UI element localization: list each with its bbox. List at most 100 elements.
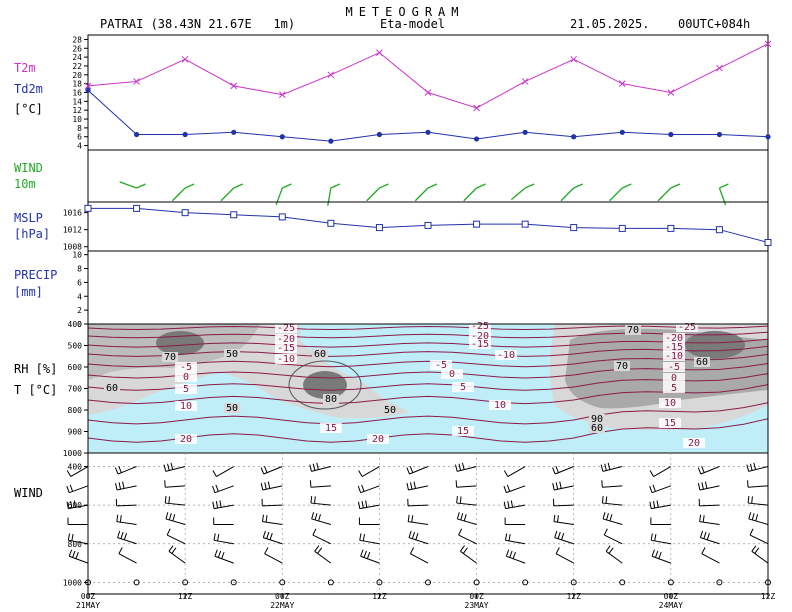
- temp-tick-label: 28: [72, 35, 82, 44]
- wind10-barb-shaft: [560, 187, 575, 202]
- isotherm-label: 20: [372, 434, 384, 445]
- wind-profile-barb-feather: [115, 483, 118, 491]
- wind-profile-barb-feather: [751, 496, 753, 504]
- mslp-point: [618, 224, 626, 232]
- wind-profile-barb-shaft: [408, 537, 429, 545]
- wind-profile-barb-feather: [604, 463, 607, 471]
- wind-profile-barb-feather: [702, 515, 705, 523]
- wind-profile-barb-feather: [458, 463, 462, 471]
- temp-tick-label: 14: [72, 97, 82, 106]
- wind-profile-barb-feather: [318, 514, 321, 522]
- wind-profile-barb-feather: [170, 462, 174, 470]
- wind-profile-barb-shaft: [312, 534, 332, 545]
- temp-tick-label: 10: [72, 115, 82, 124]
- wind-profile-barb-feather: [314, 545, 320, 552]
- t2m-point: [521, 78, 529, 85]
- mslp-panel: 1008 1012 1016: [63, 201, 772, 252]
- wind-profile-barb-feather: [503, 501, 506, 509]
- isotherm-line: [87, 331, 769, 339]
- time-tick-label: 00Z: [664, 592, 679, 601]
- wind-profile-barb-feather: [67, 533, 71, 541]
- wind-profile-barb-feather: [458, 528, 463, 536]
- wind-profile-barb-feather: [408, 530, 412, 538]
- isotherm-labels: -25-20-15-10-505101520-25-20-15-10-50510…: [175, 321, 705, 449]
- wind-profile-barb-feather: [365, 500, 368, 508]
- mslp-unit-label: [hPa]: [14, 227, 50, 241]
- wind-profile-barb-feather: [217, 533, 220, 542]
- wind10-height-label: 10m: [14, 177, 36, 191]
- wind-profile-barb-feather: [658, 551, 662, 559]
- wind-profile-barb-feather: [654, 533, 657, 542]
- temp-unit-label: [°C]: [14, 102, 43, 116]
- wind-profile-barb-shaft: [553, 521, 574, 525]
- wind-profile-barb-feather: [701, 547, 706, 554]
- wind10-barb-shaft: [510, 187, 526, 201]
- wind-profile-barb-feather: [214, 549, 218, 557]
- wind10-panel: [87, 149, 769, 206]
- wind10-barb-feather: [136, 183, 146, 189]
- rh-contour-label: 70: [616, 361, 628, 372]
- wind-profile-barb-feather: [260, 467, 265, 475]
- wind-profile-barb-feather: [263, 465, 268, 473]
- wind-profile-calm: [716, 579, 723, 586]
- wind-profile-frame: [87, 452, 769, 595]
- isotherm-label-bg: [175, 372, 197, 382]
- td2m-point: [376, 131, 383, 138]
- wind-profile-barb-feather: [75, 551, 79, 559]
- wind-profile-barb-feather: [649, 501, 652, 509]
- wind-profile-calm: [230, 579, 237, 586]
- wind-profile-calm: [522, 579, 529, 586]
- wind-profile-barb-shaft: [165, 485, 186, 488]
- rh-tick-label: 600: [68, 363, 83, 372]
- temp-tick-label: 24: [72, 53, 82, 62]
- wind-profile-barb-shaft: [70, 466, 89, 477]
- wind-profile-barb-feather: [753, 462, 757, 470]
- wind-profile-barb-shaft: [116, 521, 137, 525]
- wind-profile-barb-feather: [409, 547, 415, 554]
- td2m-point: [182, 131, 188, 138]
- wind-profile-barb-feather: [69, 484, 74, 492]
- wind10-barb-shaft: [609, 187, 623, 202]
- wind10-barb-feather: [379, 183, 389, 189]
- t2m-label: T2m: [14, 61, 36, 75]
- wind-profile-barb-shaft: [213, 504, 234, 510]
- wind-profile-barb-feather: [605, 545, 611, 552]
- wind-profile-barb-feather: [748, 512, 752, 520]
- time-axis: 00Z 12Z 00Z 12Z 00Z 12Z 00Z 12Z 21MAY 22MAY 23MAY 2…: [76, 592, 775, 610]
- wind10-barb-shaft: [657, 187, 672, 202]
- isotherm-label: 10: [664, 398, 676, 409]
- wind-profile-barb-shaft: [213, 539, 234, 545]
- wind-profile-barb-feather: [755, 514, 759, 522]
- wind-profile-barb-feather: [460, 513, 464, 521]
- wind-profile-tick-label: 800: [68, 540, 83, 549]
- precip-tick-label: 10: [72, 251, 82, 260]
- t2m-point: [327, 71, 335, 79]
- wind-profile-barb-feather: [649, 470, 654, 477]
- isotherm-label-bg: [441, 369, 463, 379]
- wind10-barb-shaft: [414, 187, 429, 202]
- rh-halo-mid: [288, 360, 362, 410]
- wind-profile-barb-feather: [312, 528, 317, 536]
- temp-tick-label: 26: [72, 44, 82, 53]
- wind-profile-barb-feather: [555, 547, 560, 554]
- mslp-point: [424, 221, 432, 229]
- isotherm-label-bg: [452, 382, 474, 392]
- mslp-point: [570, 224, 578, 232]
- wind-profile-barb-shaft: [748, 518, 769, 525]
- wind-profile-barb-feather: [506, 484, 511, 492]
- wind-profile-barb-feather: [317, 547, 323, 554]
- mslp-tick-label: 1012: [63, 226, 82, 235]
- wind-profile-barb-shaft: [457, 518, 477, 525]
- wind-profile-calm: [182, 579, 189, 586]
- mslp-point: [133, 204, 141, 212]
- wind-profile-barb-feather: [70, 501, 73, 509]
- wind-profile-calm: [376, 579, 383, 586]
- wind-profile-barb-feather: [654, 550, 659, 558]
- wind-profile-barb-shaft: [117, 537, 137, 545]
- isotherm-label: 5: [460, 382, 466, 393]
- temp-tick-label: 16: [72, 89, 82, 98]
- wind-profile-barb-feather: [746, 464, 750, 472]
- t2m-series-line: [87, 43, 769, 109]
- wind-profile-barb-feather: [165, 512, 169, 520]
